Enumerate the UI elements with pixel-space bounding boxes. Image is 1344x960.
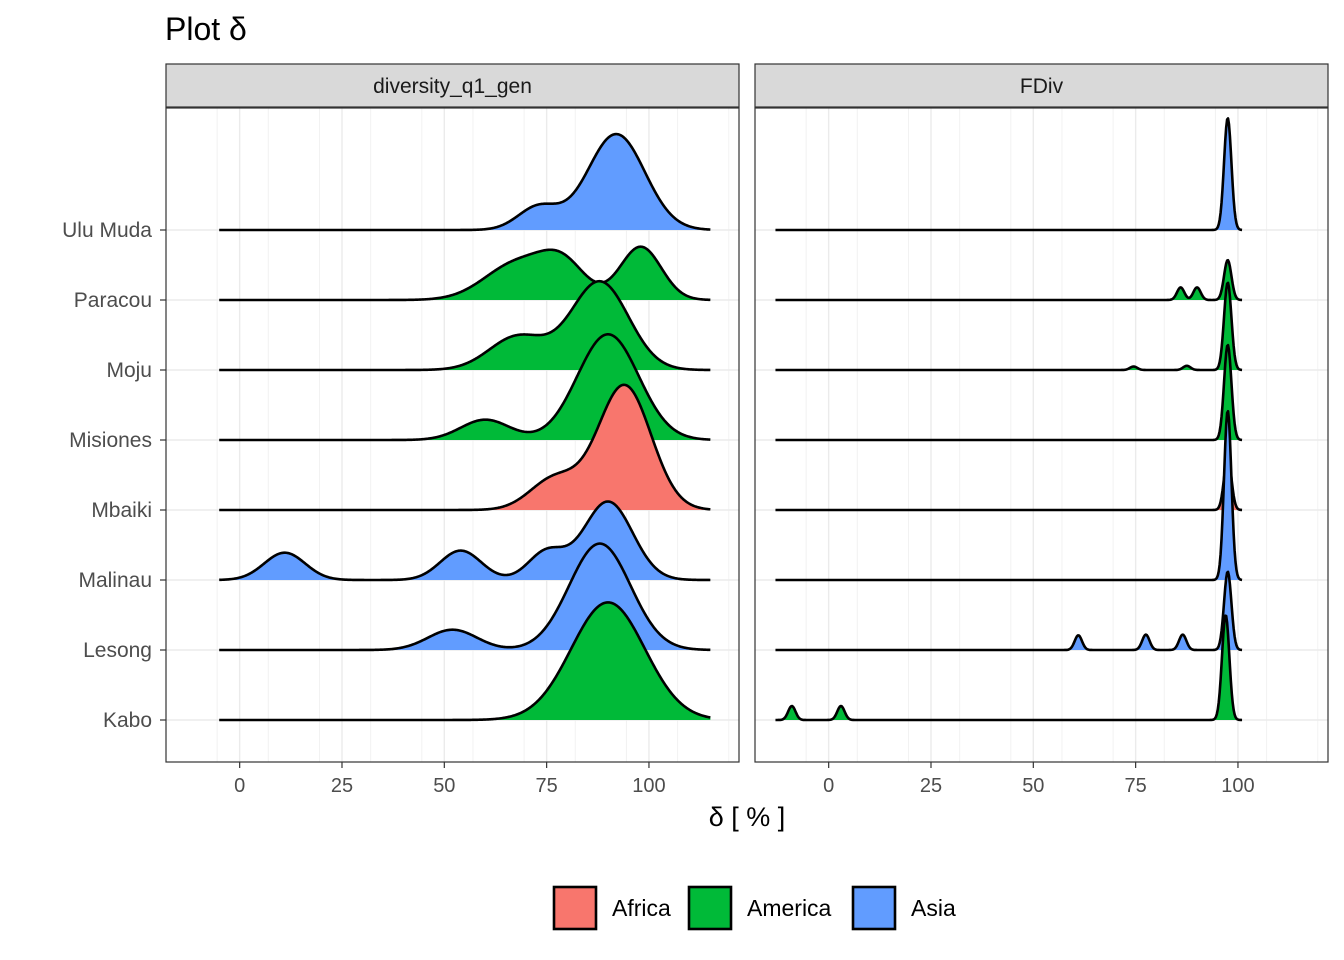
x-tick-label: 50	[433, 775, 455, 797]
y-tick-label: Kabo	[103, 709, 152, 732]
x-axis-left: 0 25 50 75 100	[234, 762, 666, 797]
ridge-ulu-muda	[775, 118, 1243, 230]
ridge-ulu-muda	[219, 134, 711, 230]
legend-label: Africa	[612, 895, 671, 921]
ridge-misiones	[775, 345, 1243, 440]
panel-right: FDiv 0 25 50 75 100	[754, 63, 1329, 797]
ridge-kabo	[775, 615, 1243, 720]
ridges-left	[218, 132, 711, 722]
y-tick-label: Lesong	[83, 639, 152, 662]
ridge-paracou	[775, 260, 1243, 300]
ridge-outline-paracou	[775, 258, 1243, 302]
x-axis-title: δ [ % ]	[709, 802, 786, 832]
legend-swatch	[687, 885, 733, 931]
ridge-moju	[775, 282, 1243, 370]
ridge-outline-moju	[218, 279, 711, 372]
ridge-outline-ulu-muda	[775, 117, 1243, 232]
y-tick-label: Paracou	[74, 289, 152, 312]
ridge-mbaiki	[775, 457, 1243, 510]
strip-right	[754, 63, 1329, 108]
ridge-outline-misiones	[218, 333, 711, 442]
legend: Africa America Asia	[552, 885, 956, 931]
panel-border-left	[165, 107, 740, 763]
ridge-misiones	[219, 334, 711, 440]
legend-item-america: America	[687, 885, 832, 931]
legend-swatch	[851, 885, 897, 931]
ridge-moju	[219, 281, 711, 370]
x-axis-right: 0 25 50 75 100	[823, 762, 1255, 797]
panel-border-right	[754, 107, 1329, 763]
ridge-outline-mbaiki	[775, 455, 1243, 512]
y-tick-label: Ulu Muda	[62, 219, 152, 242]
ridge-outline-lesong	[218, 542, 711, 652]
panel-left: diversity_q1_gen 0 25 50 75 100	[165, 63, 740, 797]
y-tick-label: Misiones	[69, 429, 152, 452]
ridge-outline-kabo	[218, 601, 711, 722]
legend-swatch	[552, 885, 598, 931]
strip-left	[165, 63, 740, 108]
legend-item-asia: Asia	[851, 885, 956, 931]
ridge-kabo	[219, 602, 711, 720]
ridge-outline-misiones	[775, 343, 1243, 442]
x-tick-label: 25	[920, 775, 942, 797]
ridge-mbaiki	[219, 384, 711, 510]
ridge-outline-lesong	[775, 570, 1243, 652]
y-tick-label: Malinau	[78, 569, 152, 592]
y-axis: Kabo Lesong Malinau Mbaiki Misiones Moju Parac…	[62, 219, 166, 732]
grid-right	[755, 108, 1328, 762]
ridge-outline-kabo	[775, 614, 1243, 722]
legend-label: America	[747, 895, 832, 921]
ridge-outline-malinau	[218, 500, 711, 582]
ridge-lesong	[775, 571, 1243, 650]
x-tick-label: 75	[1125, 775, 1147, 797]
plot-title: Plot δ	[165, 11, 247, 47]
ridge-malinau	[775, 411, 1243, 580]
x-tick-label: 25	[331, 775, 353, 797]
y-tick-label: Mbaiki	[91, 499, 152, 522]
strip-label-right: FDiv	[1020, 75, 1064, 98]
ridge-outline-paracou	[218, 245, 711, 302]
legend-label: Asia	[911, 895, 956, 921]
legend-item-africa: Africa	[552, 885, 671, 931]
x-tick-label: 100	[1221, 775, 1254, 797]
ridge-outline-mbaiki	[218, 383, 711, 512]
ridge-outline-malinau	[775, 409, 1243, 582]
x-tick-label: 0	[234, 775, 245, 797]
strip-label-left: diversity_q1_gen	[373, 75, 532, 98]
ridges-right	[775, 117, 1243, 722]
y-tick-label: Moju	[106, 359, 152, 382]
ridge-outline-moju	[775, 281, 1243, 372]
ridge-outline-ulu-muda	[218, 132, 711, 232]
x-tick-label: 0	[823, 775, 834, 797]
ridge-paracou	[219, 246, 711, 300]
x-tick-label: 50	[1022, 775, 1044, 797]
x-tick-label: 100	[632, 775, 665, 797]
x-tick-label: 75	[536, 775, 558, 797]
